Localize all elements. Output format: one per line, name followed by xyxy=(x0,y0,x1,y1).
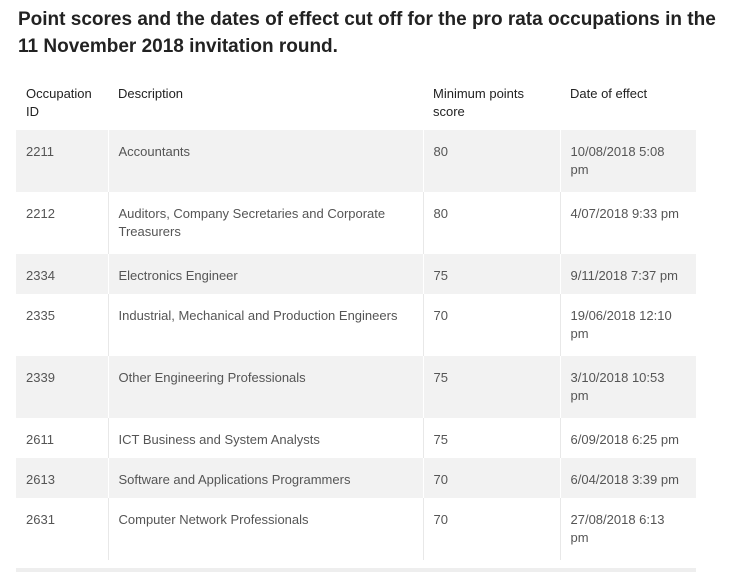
column-header-minimum-points: Minimum points score xyxy=(433,86,525,119)
cell-occupation-id: 2631 xyxy=(16,498,108,560)
cell-minimum-points: 75 xyxy=(422,356,560,418)
cell-date-of-effect: 3/10/2018 10:53 pm xyxy=(559,356,696,418)
column-header-description: Description xyxy=(118,86,184,101)
table-row: 2212 Auditors, Company Secretaries and C… xyxy=(16,192,696,254)
cell-date-of-effect: 4/07/2018 9:33 pm xyxy=(559,192,696,254)
cell-minimum-points: 70 xyxy=(422,458,560,498)
cell-minimum-points: 75 xyxy=(422,254,560,294)
page-title: Point scores and the dates of effect cut… xyxy=(18,9,716,57)
cell-minimum-points: 70 xyxy=(422,294,560,356)
cell-occupation-id: 2335 xyxy=(16,294,108,356)
cell-occupation-id: 2611 xyxy=(16,418,108,458)
table-row: 2613 Software and Applications Programme… xyxy=(16,458,696,498)
cell-description: Other Engineering Professionals xyxy=(107,356,423,418)
cell-description: Electronics Engineer xyxy=(107,254,423,294)
cell-minimum-points: 70 xyxy=(422,498,560,560)
table-bottom-divider xyxy=(16,568,696,572)
column-header-occupation-id: Occupation ID xyxy=(26,86,92,119)
table-row: 2339 Other Engineering Professionals 75 … xyxy=(16,356,696,418)
cell-date-of-effect: 6/09/2018 6:25 pm xyxy=(559,418,696,458)
cell-minimum-points: 75 xyxy=(422,418,560,458)
cell-occupation-id: 2212 xyxy=(16,192,108,254)
cell-date-of-effect: 19/06/2018 12:10 pm xyxy=(559,294,696,356)
cell-occupation-id: 2211 xyxy=(16,130,108,192)
cell-occupation-id: 2334 xyxy=(16,254,108,294)
cell-minimum-points: 80 xyxy=(422,130,560,192)
cell-occupation-id: 2613 xyxy=(16,458,108,498)
cell-description: Software and Applications Programmers xyxy=(107,458,423,498)
cell-description: Industrial, Mechanical and Production En… xyxy=(107,294,423,356)
table-row: 2211 Accountants 80 10/08/2018 5:08 pm xyxy=(16,130,696,192)
table-header-row: Occupation ID Description Minimum points… xyxy=(16,80,696,130)
cell-date-of-effect: 10/08/2018 5:08 pm xyxy=(559,130,696,192)
table-row: 2334 Electronics Engineer 75 9/11/2018 7… xyxy=(16,254,696,294)
occupations-table: Occupation ID Description Minimum points… xyxy=(16,80,696,560)
table-row: 2611 ICT Business and System Analysts 75… xyxy=(16,418,696,458)
cell-occupation-id: 2339 xyxy=(16,356,108,418)
cell-date-of-effect: 27/08/2018 6:13 pm xyxy=(559,498,696,560)
cell-minimum-points: 80 xyxy=(422,192,560,254)
cell-description: ICT Business and System Analysts xyxy=(107,418,423,458)
cell-description: Auditors, Company Secretaries and Corpor… xyxy=(107,192,423,254)
cell-description: Computer Network Professionals xyxy=(107,498,423,560)
cell-description: Accountants xyxy=(107,130,423,192)
cell-date-of-effect: 9/11/2018 7:37 pm xyxy=(559,254,696,294)
cell-date-of-effect: 6/04/2018 3:39 pm xyxy=(559,458,696,498)
column-header-date-of-effect: Date of effect xyxy=(570,86,648,101)
table-row: 2335 Industrial, Mechanical and Producti… xyxy=(16,294,696,356)
table-row: 2631 Computer Network Professionals 70 2… xyxy=(16,498,696,560)
